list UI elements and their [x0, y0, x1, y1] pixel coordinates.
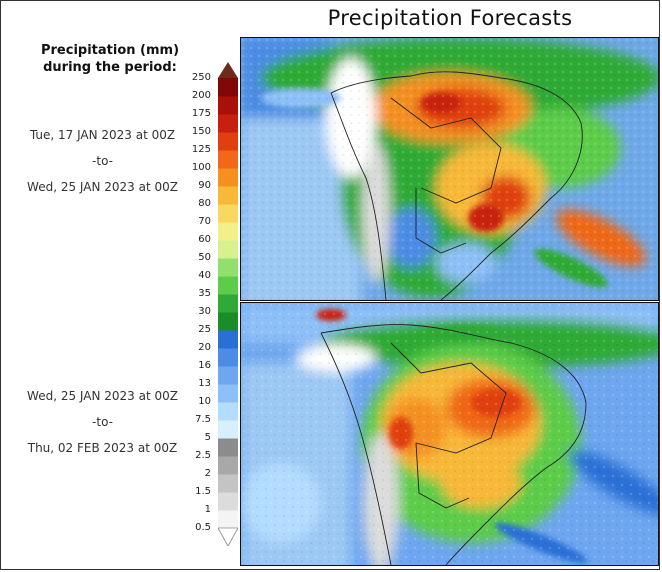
colorbar-tick-label: 80: [198, 198, 211, 209]
precip-map-1-svg: [241, 38, 658, 300]
colorbar-segment: [218, 456, 238, 475]
colorbar-segment: [218, 276, 238, 295]
colorbar-segment: [218, 366, 238, 385]
forecast-map-period-2: [240, 302, 659, 566]
colorbar-top-arrow: [218, 62, 238, 78]
colorbar-tick-label: 200: [191, 90, 211, 101]
colorbar-tick-label: 5: [204, 432, 211, 443]
colorbar-segment: [218, 96, 238, 115]
colorbar-tick-label: 2: [204, 468, 211, 479]
legend-header-line-1: Precipitation (mm): [40, 43, 180, 58]
period-1-separator: -to-: [92, 154, 113, 168]
legend-header-line-2: during the period:: [43, 60, 177, 75]
colorbar-tick-label: 50: [198, 252, 211, 263]
colorbar-tick-label: 16: [198, 360, 211, 371]
colorbar-segment: [218, 510, 238, 529]
period-2-start: Wed, 25 JAN 2023 at 00Z: [27, 389, 178, 403]
colorbar-segment: [218, 402, 238, 421]
period-2-separator: -to-: [92, 415, 113, 429]
colorbar-segment: [218, 492, 238, 511]
colorbar-tick-label: 20: [198, 342, 211, 353]
period-2-end: Thu, 02 FEB 2023 at 00Z: [27, 441, 178, 455]
colorbar-tick-label: 2.5: [195, 450, 211, 461]
colorbar-segment: [218, 204, 238, 223]
colorbar-tick-label: 13: [198, 378, 211, 389]
colorbar-segment: [218, 420, 238, 439]
colorbar-segment: [218, 78, 238, 97]
period-2-label: Wed, 25 JAN 2023 at 00Z -to- Thu, 02 FEB…: [0, 383, 205, 461]
colorbar-tick-label: 150: [191, 126, 211, 137]
forecast-map-period-1: [240, 37, 659, 301]
colorbar-tick-label: 100: [191, 162, 211, 173]
colorbar-bottom-arrow: [218, 527, 238, 546]
precip-map-2-svg: [241, 303, 658, 565]
period-1-end: Wed, 25 JAN 2023 at 00Z: [27, 180, 178, 194]
colorbar-tick-label: 175: [191, 108, 211, 119]
colorbar-segment: [218, 132, 238, 151]
colorbar-tick-label: 1.5: [195, 486, 211, 497]
colorbar-segment: [218, 168, 238, 187]
colorbar-tick-label: 90: [198, 180, 211, 191]
colorbar-segment: [218, 258, 238, 277]
colorbar-segment: [218, 150, 238, 169]
colorbar-segment: [218, 348, 238, 367]
colorbar-segment: [218, 240, 238, 259]
colorbar-tick-label: 1: [204, 504, 211, 515]
colorbar-tick-label: 30: [198, 306, 211, 317]
colorbar-tick-label: 25: [198, 324, 211, 335]
colorbar-tick-label: 7.5: [195, 414, 211, 425]
precipitation-colorbar: [218, 62, 238, 546]
colorbar-tick-label: 250: [191, 72, 211, 83]
colorbar-segment: [218, 474, 238, 493]
legend-header: Precipitation (mm) during the period:: [6, 42, 214, 76]
colorbar-segment: [218, 186, 238, 205]
colorbar-segment: [218, 114, 238, 133]
colorbar-segment: [218, 384, 238, 403]
colorbar-segment: [218, 438, 238, 457]
colorbar-tick-label: 0.5: [195, 522, 211, 533]
period-1-start: Tue, 17 JAN 2023 at 00Z: [29, 128, 176, 142]
colorbar-tick-label: 70: [198, 216, 211, 227]
colorbar-tick-label: 125: [191, 144, 211, 155]
colorbar-tick-label: 60: [198, 234, 211, 245]
colorbar-segment: [218, 294, 238, 313]
colorbar-tick-label: 40: [198, 270, 211, 281]
colorbar-tick-label: 35: [198, 288, 211, 299]
page-title: Precipitation Forecasts: [327, 6, 573, 30]
colorbar-segment: [218, 222, 238, 241]
period-1-label: Tue, 17 JAN 2023 at 00Z -to- Wed, 25 JAN…: [0, 122, 205, 200]
colorbar-tick-label: 10: [198, 396, 211, 407]
colorbar-segment: [218, 312, 238, 331]
colorbar-segment: [218, 330, 238, 349]
